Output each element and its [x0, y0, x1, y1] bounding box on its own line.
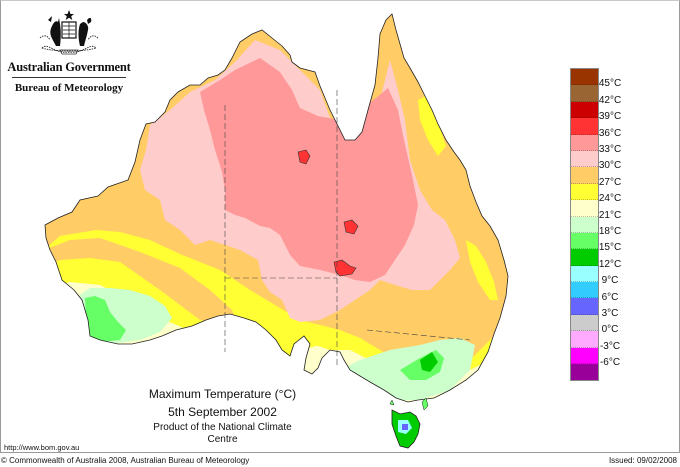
- map-date: 5th September 2002: [168, 405, 277, 419]
- legend-swatch: [571, 101, 598, 119]
- state-borders: [224, 90, 471, 368]
- legend-label: 27°C: [598, 177, 622, 188]
- legend-swatch: [571, 314, 598, 332]
- legend-label: 0°C: [601, 324, 619, 335]
- map-title: Maximum Temperature (°C): [148, 387, 297, 401]
- legend-label: 36°C: [598, 128, 622, 139]
- temperature-legend: [570, 68, 599, 382]
- legend-swatch: [571, 85, 598, 102]
- legend-label: 15°C: [598, 242, 622, 253]
- legend-swatch: [571, 331, 598, 348]
- legend-label: 18°C: [598, 226, 622, 237]
- legend-label: 33°C: [598, 144, 622, 155]
- legend-swatch: [571, 134, 598, 151]
- legend-swatch: [571, 249, 598, 266]
- legend-swatch: [571, 69, 598, 86]
- website-link[interactable]: http://www.bom.gov.au: [4, 443, 80, 452]
- legend-swatch: [571, 347, 598, 365]
- legend-swatch: [571, 118, 598, 135]
- map-caption: Maximum Temperature (°C) 5th September 2…: [140, 387, 305, 446]
- legend-swatch: [571, 150, 598, 168]
- legend-swatch: [571, 282, 598, 299]
- coat-of-arms-icon: [39, 10, 99, 55]
- legend-label: 30°C: [598, 160, 622, 171]
- legend-label: 21°C: [598, 210, 622, 221]
- government-logo: Australian Government Bureau of Meteorol…: [6, 8, 132, 96]
- legend-label: 9°C: [601, 275, 619, 286]
- legend-label: 12°C: [598, 259, 622, 270]
- legend-swatch: [571, 200, 598, 217]
- legend-label: 39°C: [598, 111, 622, 122]
- legend-swatch: [571, 183, 598, 201]
- legend-swatch: [571, 364, 598, 381]
- map-product: Product of the National Climate Centre: [153, 422, 292, 445]
- government-name: Australian Government: [7, 60, 131, 74]
- legend-label: -3°C: [599, 341, 621, 352]
- logo-divider: [12, 77, 126, 78]
- legend-swatch: [571, 167, 598, 184]
- legend-label: 42°C: [598, 95, 622, 106]
- legend-label: 6°C: [601, 292, 619, 303]
- legend-swatch: [571, 298, 598, 315]
- legend-label: 24°C: [598, 193, 622, 204]
- agency-name: Bureau of Meteorology: [14, 82, 124, 94]
- legend-label: -6°C: [599, 357, 621, 368]
- tasmania: [389, 397, 429, 449]
- legend-label: 3°C: [601, 308, 619, 319]
- legend-swatch: [571, 265, 598, 283]
- copyright-notice: © Commonwealth of Australia 2008, Austra…: [1, 456, 250, 465]
- legend-swatch: [571, 232, 598, 250]
- legend-swatch: [571, 216, 598, 233]
- legend-label: 45°C: [598, 78, 622, 89]
- issued-date: Issued: 09/02/2008: [608, 456, 677, 465]
